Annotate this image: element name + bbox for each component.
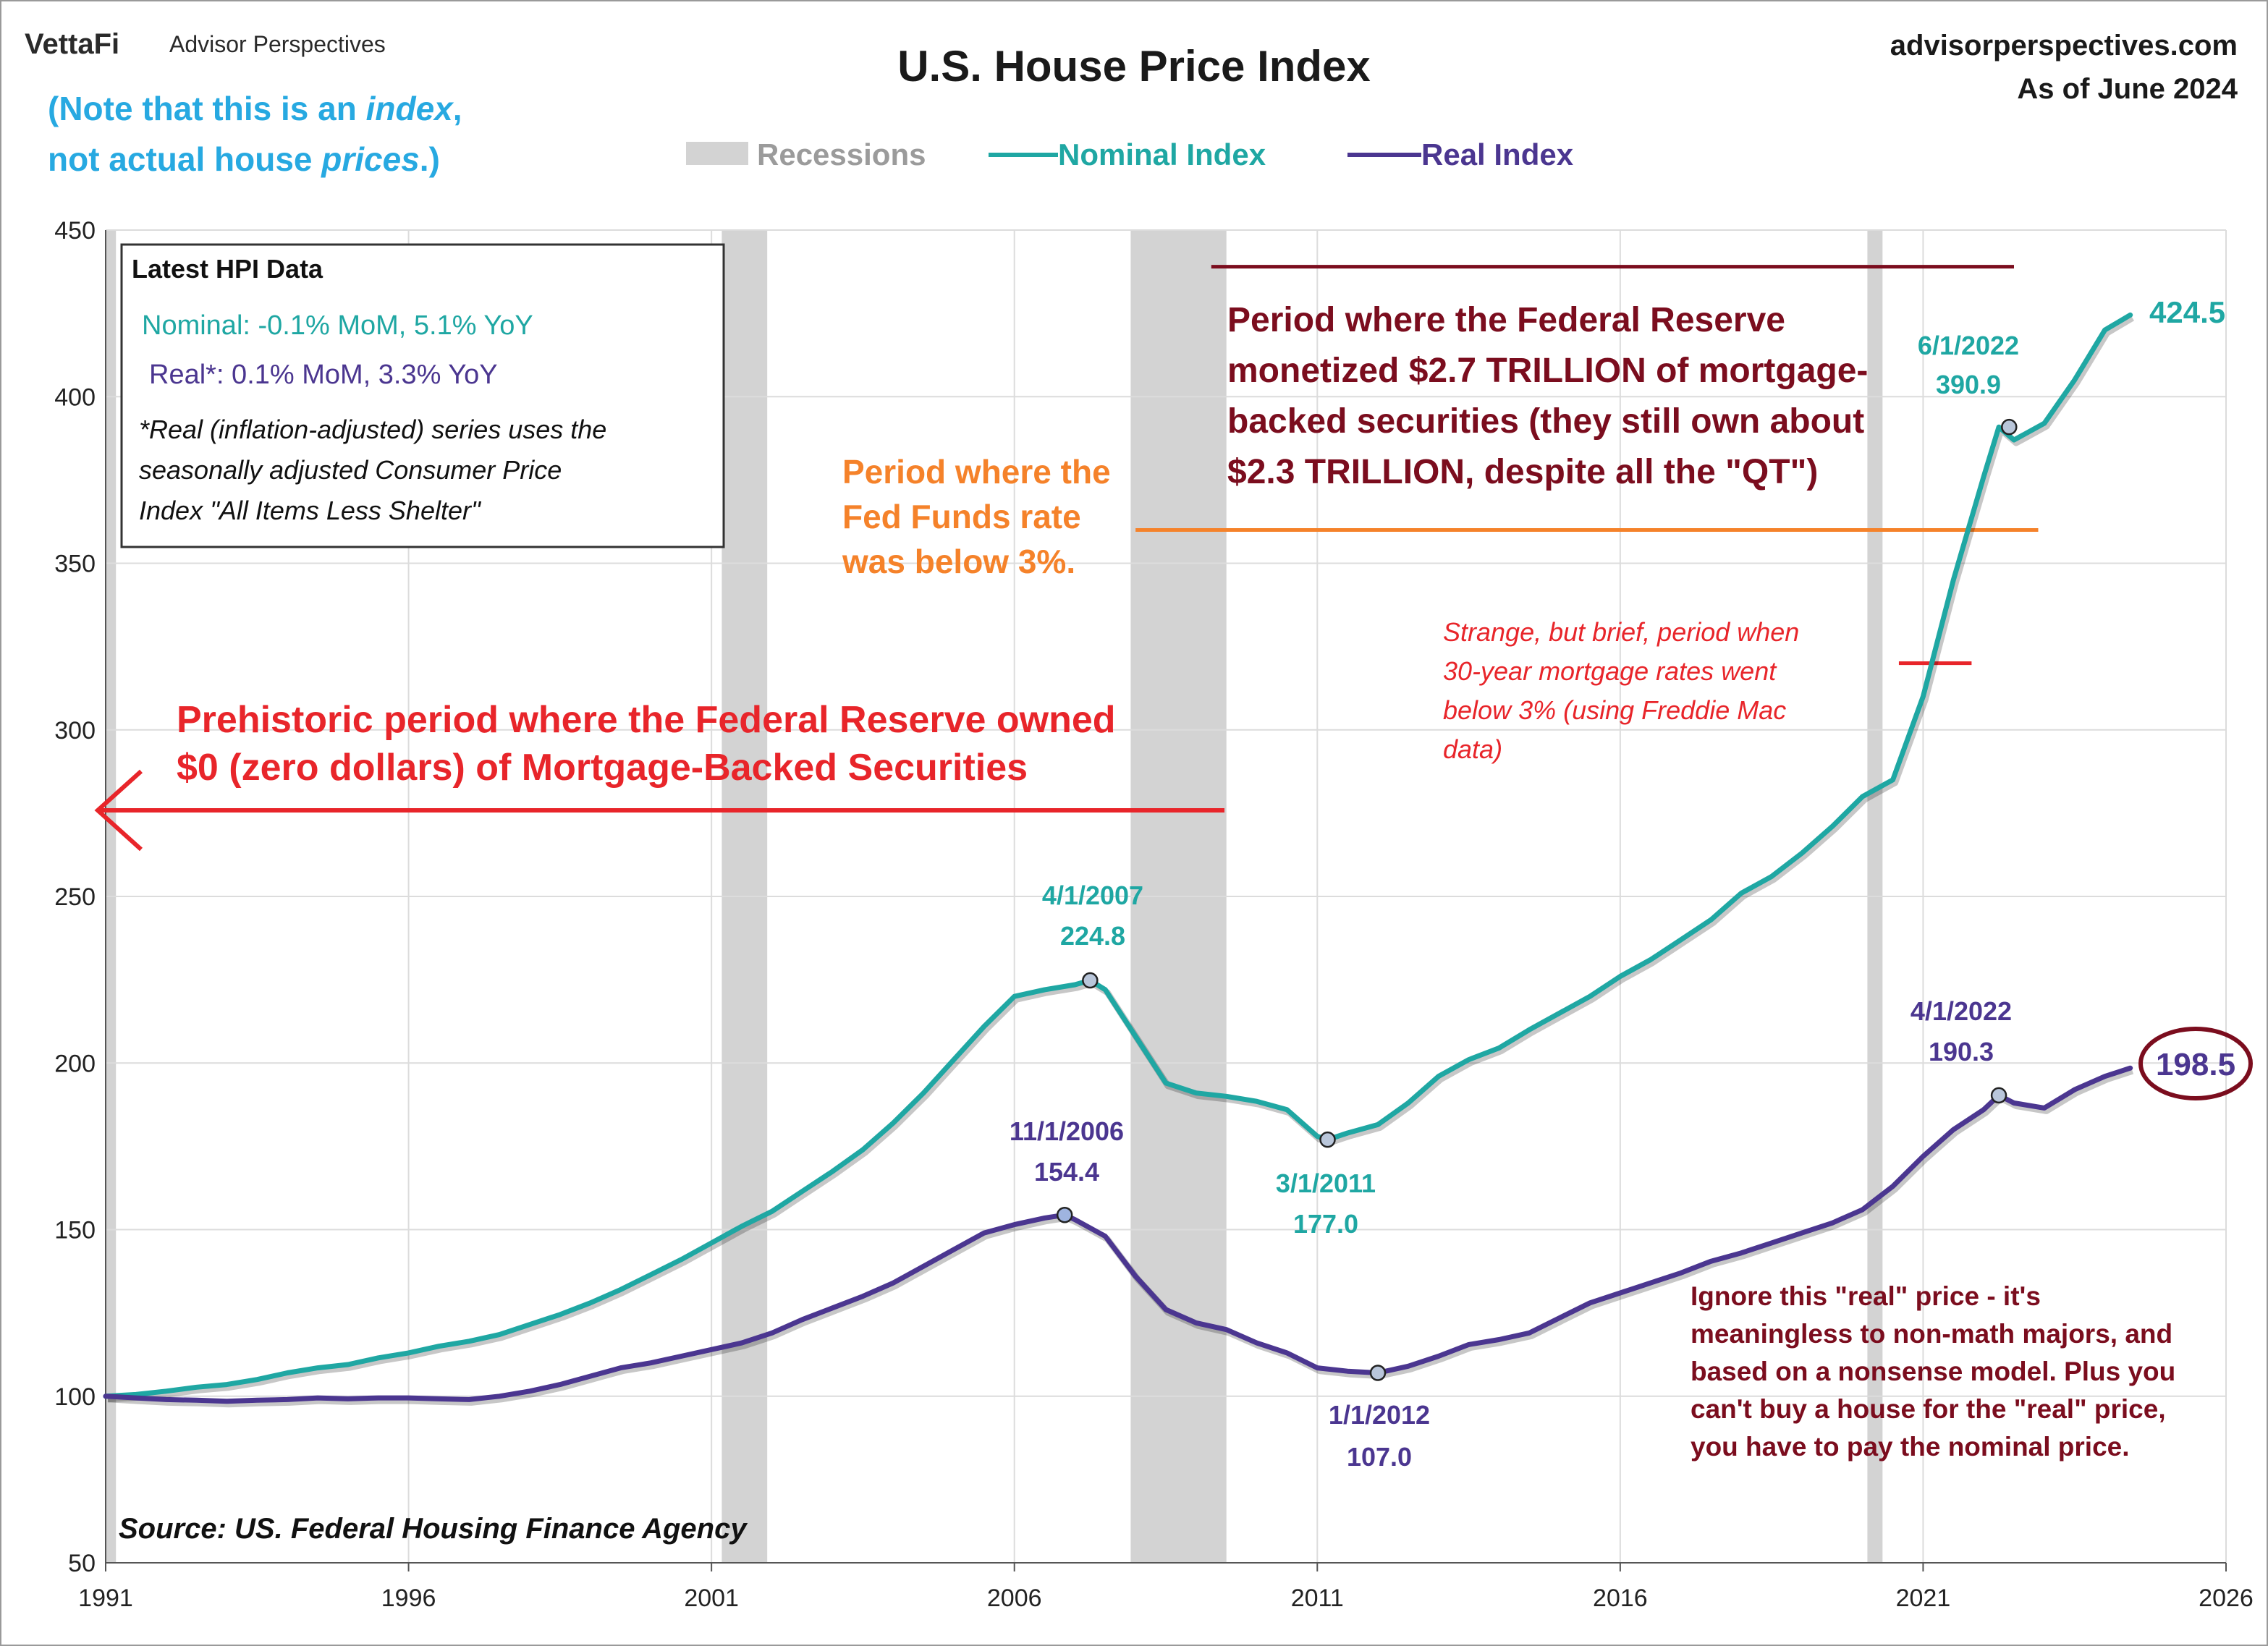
x-tick-label-2006: 2006 — [987, 1585, 1042, 1612]
end-label-nominal: 424.5 — [2149, 295, 2225, 329]
period-lines — [1135, 265, 2039, 666]
info-footnote-2: seasonally adjusted Consumer Price — [139, 455, 562, 485]
prehistoric-line-1: Prehistoric period where the Federal Res… — [177, 699, 1116, 741]
fed-mbs-line-4: $2.3 TRILLION, despite all the "QT") — [1227, 453, 1818, 491]
label-real-2012-date: 1/1/2012 — [1329, 1400, 1430, 1430]
label-real-2006-date: 11/1/2006 — [1010, 1116, 1124, 1146]
ignore-line-4: can't buy a house for the "real" price, — [1691, 1394, 2166, 1424]
point-markers — [1056, 418, 2018, 1381]
label-real-2006-value: 154.4 — [1034, 1157, 1099, 1187]
nominal-index-line — [103, 312, 2133, 1399]
info-box-title: Latest HPI Data — [132, 254, 323, 284]
fed-mbs-line-1: Period where the Federal Reserve — [1227, 301, 1785, 339]
ignore-line-5: you have to pay the nominal price. — [1691, 1432, 2130, 1462]
index-note-line1: (Note that this is an index, — [48, 90, 462, 127]
fed-mbs-line-2: monetized $2.7 TRILLION of mortgage- — [1227, 352, 1868, 390]
mortgage-line-1: Strange, but brief, period when — [1443, 617, 1799, 647]
real-index-line — [103, 1065, 2133, 1404]
y-tick-label-400: 400 — [54, 383, 96, 411]
latest-hpi-box: Latest HPI Data Nominal: -0.1% MoM, 5.1%… — [120, 243, 725, 548]
ignore-real-annotation: Ignore this "real" price - it's meaningl… — [1691, 1281, 2175, 1462]
fed-funds-annotation: Period where the Fed Funds rate was belo… — [842, 453, 1111, 580]
point-marker-nominal-2 — [1319, 1131, 1336, 1148]
chart-title: U.S. House Price Index — [897, 42, 1371, 90]
brand-logo: VettaFi — [25, 28, 119, 60]
label-real-2012-value: 107.0 — [1347, 1442, 1412, 1472]
end-label-real: 198.5 — [2156, 1047, 2235, 1082]
x-tick-label-1991: 1991 — [78, 1585, 133, 1612]
index-note-line2: not actual house prices.) — [48, 140, 440, 178]
label-nominal-2007-date: 4/1/2007 — [1042, 881, 1143, 910]
ignore-line-1: Ignore this "real" price - it's — [1691, 1281, 2041, 1311]
y-tick-label-50: 50 — [68, 1550, 96, 1577]
ignore-line-3: based on a nonsense model. Plus you — [1691, 1357, 2175, 1386]
brand-name: Advisor Perspectives — [169, 31, 386, 57]
legend-real: Real Index — [1421, 137, 1574, 171]
y-tick-label-200: 200 — [54, 1050, 96, 1077]
y-tick-label-450: 450 — [54, 217, 96, 245]
ignore-line-2: meaningless to non-math majors, and — [1691, 1319, 2172, 1349]
y-tick-label-100: 100 — [54, 1383, 96, 1411]
point-marker-real-6 — [1990, 1087, 2007, 1104]
end-label-real-circle — [2138, 1027, 2253, 1100]
x-tick-label-2001: 2001 — [684, 1585, 739, 1612]
legend-nominal: Nominal Index — [1058, 137, 1266, 171]
source-note: Source: US. Federal Housing Finance Agen… — [119, 1513, 748, 1545]
label-nominal-2011-date: 3/1/2011 — [1276, 1168, 1376, 1198]
point-marker-nominal-1 — [1082, 972, 1099, 989]
legend-recession-swatch — [686, 142, 748, 165]
label-nominal-2007-value: 224.8 — [1060, 921, 1125, 951]
fed-funds-line-1: Period where the — [842, 453, 1111, 491]
mortgage-line-4: data) — [1443, 734, 1502, 764]
point-marker-real-4 — [1056, 1206, 1073, 1223]
label-real-2022-value: 190.3 — [1929, 1037, 1994, 1066]
info-footnote-1: *Real (inflation-adjusted) series uses t… — [139, 415, 606, 444]
y-tick-label-150: 150 — [54, 1217, 96, 1244]
prehistoric-annotation: Prehistoric period where the Federal Res… — [177, 699, 1116, 789]
fed-mbs-annotation: Period where the Federal Reserve monetiz… — [1227, 301, 1868, 491]
x-tick-label-2021: 2021 — [1896, 1585, 1951, 1612]
y-tick-label-350: 350 — [54, 551, 96, 578]
mortgage-rate-annotation: Strange, but brief, period when 30-year … — [1443, 617, 1799, 764]
x-tick-label-2016: 2016 — [1593, 1585, 1648, 1612]
label-nominal-2022-date: 6/1/2022 — [1918, 331, 2019, 360]
info-real-line: Real*: 0.1% MoM, 3.3% YoY — [149, 360, 498, 390]
prehistoric-arrow — [94, 769, 1224, 852]
y-tick-label-300: 300 — [54, 717, 96, 744]
label-nominal-2011-value: 177.0 — [1293, 1209, 1358, 1239]
legend: Recessions Nominal Index Real Index — [686, 137, 1574, 171]
y-tick-label-250: 250 — [54, 883, 96, 911]
mortgage-line-3: below 3% (using Freddie Mac — [1443, 695, 1786, 725]
info-nominal-line: Nominal: -0.1% MoM, 5.1% YoY — [142, 310, 533, 341]
point-marker-real-5 — [1369, 1365, 1387, 1381]
info-footnote-3: Index "All Items Less Shelter" — [139, 496, 482, 525]
prehistoric-line-2: $0 (zero dollars) of Mortgage-Backed Sec… — [177, 747, 1028, 789]
series-lines — [103, 312, 2134, 1408]
fed-mbs-line-3: backed securities (they still own about — [1227, 402, 1864, 441]
fed-funds-line-2: Fed Funds rate — [842, 498, 1081, 535]
info-box-frame — [120, 243, 725, 548]
point-marker-nominal-3 — [2001, 418, 2018, 436]
x-tick-label-2026: 2026 — [2199, 1585, 2254, 1612]
x-tick-label-2011: 2011 — [1291, 1585, 1344, 1612]
x-tick-label-1996: 1996 — [381, 1585, 436, 1612]
legend-recessions: Recessions — [757, 137, 926, 171]
point-labels: 4/1/2007 224.8 3/1/2011 177.0 6/1/2022 3… — [1010, 331, 2019, 1472]
label-real-2022-date: 4/1/2022 — [1911, 996, 2012, 1026]
label-nominal-2022-value: 390.9 — [1936, 370, 2001, 399]
site-url: advisorperspectives.com — [1890, 30, 2238, 61]
mortgage-line-2: 30-year mortgage rates went — [1443, 656, 1777, 686]
fed-funds-line-3: was below 3%. — [842, 543, 1075, 580]
axes: 50 100 150 200 250 300 350 400 450 1991 1996 2001 20… — [54, 217, 2254, 1612]
as-of-date: As of June 2024 — [2017, 73, 2238, 105]
